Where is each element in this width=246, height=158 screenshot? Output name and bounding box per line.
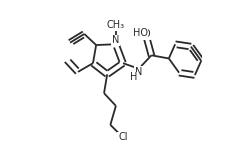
Text: O: O [143, 29, 151, 39]
Text: CH₃: CH₃ [107, 20, 125, 30]
Text: H: H [130, 72, 138, 82]
Text: N: N [112, 35, 120, 45]
Text: Cl: Cl [118, 132, 128, 143]
Text: N: N [135, 67, 142, 77]
Text: HO: HO [133, 28, 148, 38]
